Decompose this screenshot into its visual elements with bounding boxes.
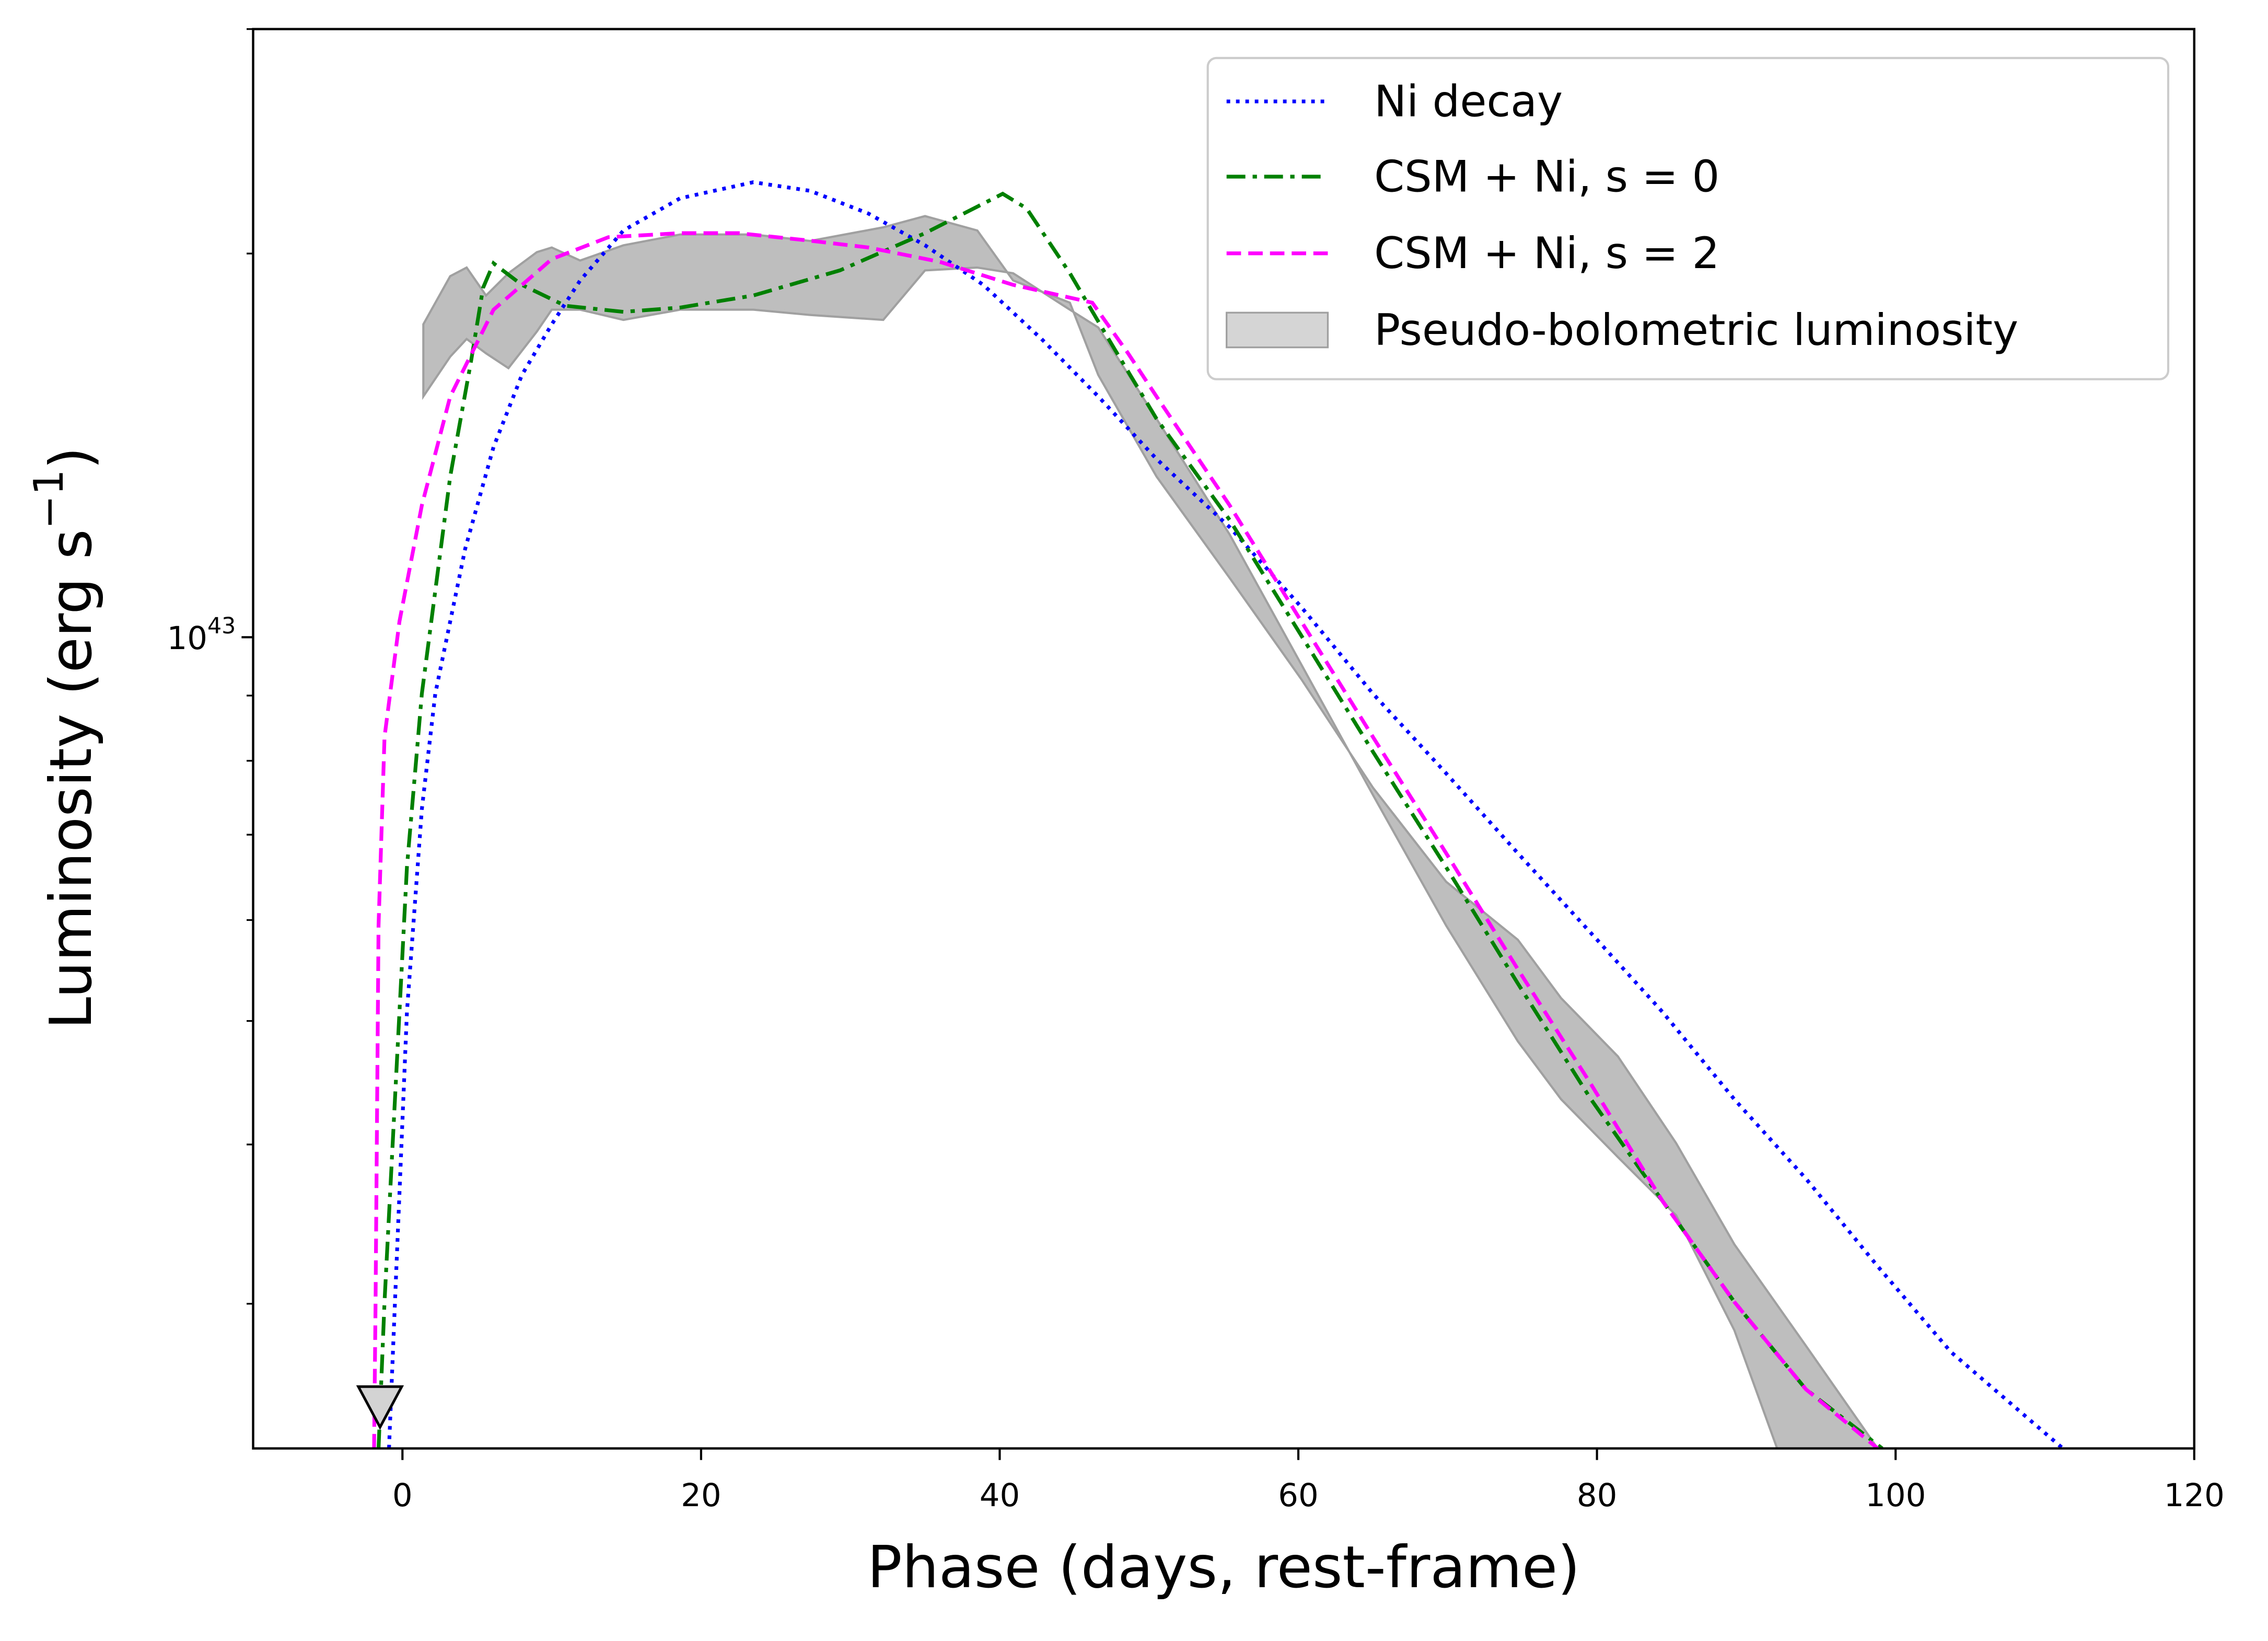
legend-label: CSM + Ni, s = 2 (1374, 228, 1719, 279)
series-line (387, 180, 2064, 1449)
x-tick-label: 60 (1278, 1477, 1318, 1514)
legend-label: Pseudo-bolometric luminosity (1374, 305, 2018, 355)
legend-swatch (1226, 311, 1329, 349)
x-tick-label: 40 (980, 1477, 1020, 1514)
legend-frame (1206, 56, 2170, 380)
legend-label: CSM + Ni, s = 0 (1374, 151, 1719, 202)
y-axis-label: Luminosity (erg s−1) (26, 447, 105, 1030)
plot-area (372, 180, 2064, 1449)
x-axis-label: Phase (days, rest-frame) (867, 1534, 1580, 1601)
y-tick-label: 1043 (167, 613, 236, 656)
axes-frame (252, 28, 2196, 1450)
series-line (376, 191, 1883, 1449)
legend-label: Ni decay (1374, 76, 1563, 127)
x-tick-label: 80 (1577, 1477, 1617, 1514)
x-tick-label: 100 (1865, 1477, 1926, 1514)
upper-limit-marker (356, 1385, 404, 1430)
series-line (372, 231, 1879, 1449)
x-tick-label: 20 (681, 1477, 721, 1514)
legend: Ni decay CSM + Ni, s = 0 CSM + Ni, s = 2 Ps… (1206, 56, 2170, 380)
x-tick-label: 120 (2164, 1477, 2225, 1514)
x-tick-label: 0 (392, 1477, 413, 1514)
